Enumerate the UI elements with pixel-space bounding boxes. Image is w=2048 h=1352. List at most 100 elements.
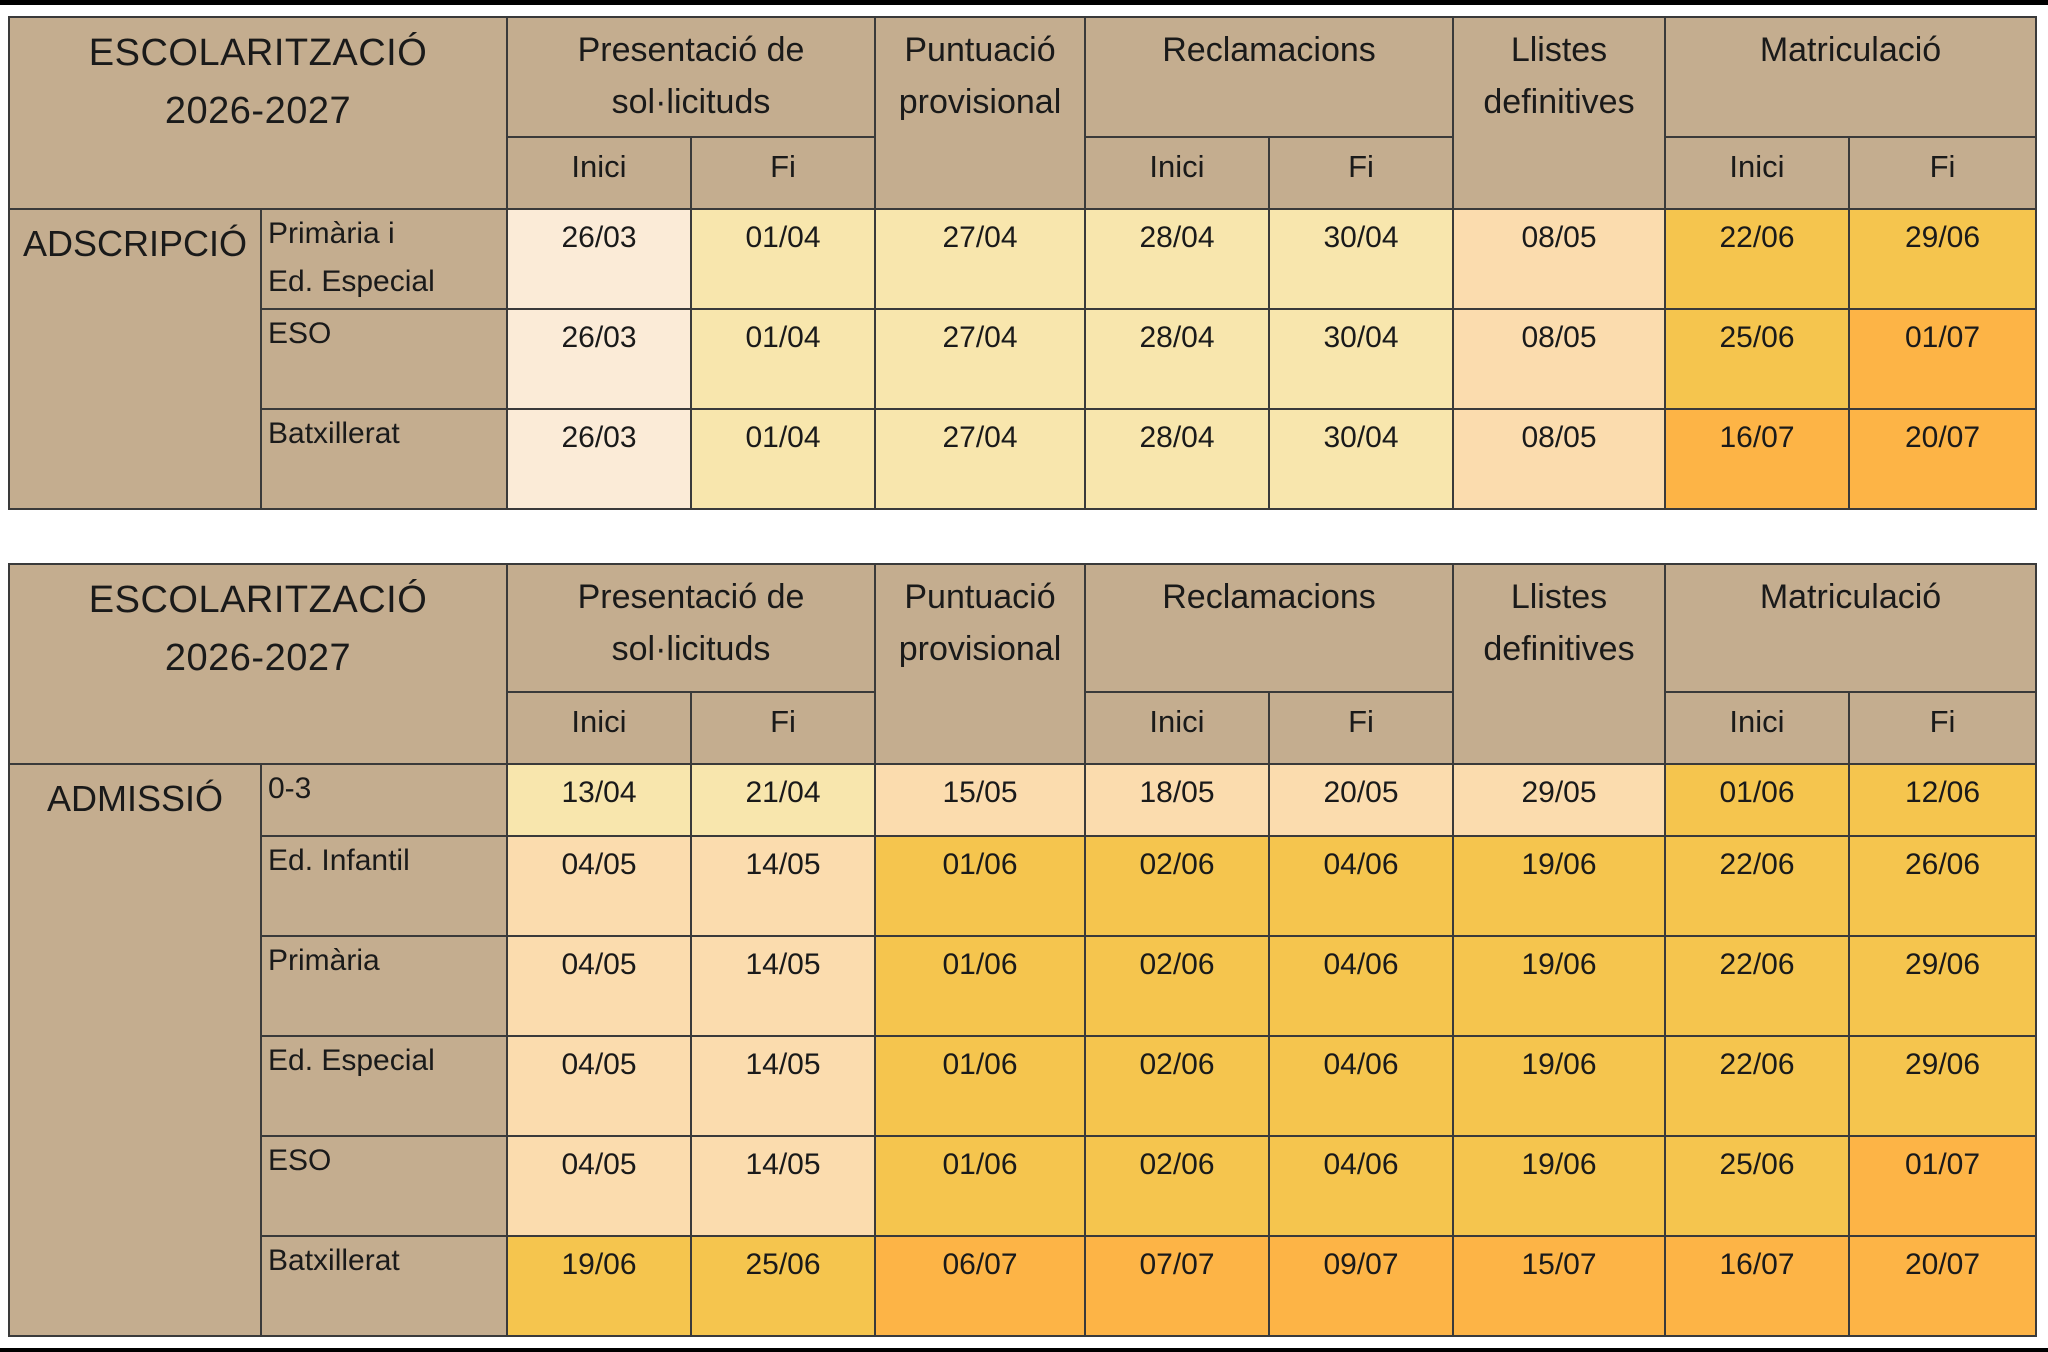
date-cell: 18/05 xyxy=(1084,763,1270,837)
date-cell: 04/05 xyxy=(506,935,692,1037)
date-cell: 29/05 xyxy=(1452,763,1666,837)
date-cell: 14/05 xyxy=(690,835,876,937)
sub-fi: Fi xyxy=(690,691,876,765)
date-cell: 25/06 xyxy=(1664,308,1850,410)
group-label-adscripcio: ADSCRIPCIÓ xyxy=(8,208,262,510)
date-cell: 04/05 xyxy=(506,1035,692,1137)
date-cell: 12/06 xyxy=(1847,763,2038,837)
row-label: Primària xyxy=(260,935,508,1037)
col-llistes: Llistes definitives xyxy=(1452,563,1666,765)
date-cell: 19/06 xyxy=(506,1235,692,1337)
year-text: 2026-2027 xyxy=(164,637,352,679)
table-row: Primària 04/05 14/05 01/06 02/06 04/06 1… xyxy=(9,935,2038,1037)
sub-inici: Inici xyxy=(1084,691,1270,765)
date-cell: 09/07 xyxy=(1268,1235,1454,1337)
date-cell: 14/05 xyxy=(690,1035,876,1137)
title-text: ESCOLARITZACIÓ xyxy=(88,32,428,74)
row-label: Batxillerat xyxy=(260,1235,508,1337)
col-reclamacions: Reclamacions xyxy=(1084,16,1454,138)
date-cell: 14/05 xyxy=(690,935,876,1037)
date-cell: 19/06 xyxy=(1452,935,1666,1037)
row-label: ESO xyxy=(260,1135,508,1237)
date-cell: 16/07 xyxy=(1664,408,1850,510)
date-cell: 27/04 xyxy=(874,408,1086,510)
admissio-table: ESCOLARITZACIÓ 2026-2027 Presentació de … xyxy=(8,563,2038,1337)
row-label: 0-3 xyxy=(260,763,508,837)
date-cell: 01/04 xyxy=(690,208,876,310)
date-cell: 28/04 xyxy=(1084,208,1270,310)
date-cell: 16/07 xyxy=(1664,1235,1850,1337)
date-cell: 02/06 xyxy=(1084,1135,1270,1237)
date-cell: 01/06 xyxy=(1664,763,1850,837)
date-cell: 04/05 xyxy=(506,835,692,937)
sub-inici: Inici xyxy=(1084,136,1270,210)
date-cell: 01/04 xyxy=(690,308,876,410)
date-cell: 19/06 xyxy=(1452,835,1666,937)
date-cell: 04/06 xyxy=(1268,1035,1454,1137)
date-cell: 02/06 xyxy=(1084,835,1270,937)
date-cell: 04/06 xyxy=(1268,935,1454,1037)
bottom-border xyxy=(0,1348,2048,1352)
date-cell: 08/05 xyxy=(1452,308,1666,410)
date-cell: 19/06 xyxy=(1452,1135,1666,1237)
date-cell: 02/06 xyxy=(1084,935,1270,1037)
col-matriculacio: Matriculació xyxy=(1663,16,2038,138)
date-cell: 04/06 xyxy=(1268,1135,1454,1237)
date-cell: 28/04 xyxy=(1084,308,1270,410)
date-cell: 28/04 xyxy=(1084,408,1270,510)
date-cell: 29/06 xyxy=(1847,935,2038,1037)
date-cell: 01/07 xyxy=(1847,308,2038,410)
date-cell: 20/05 xyxy=(1268,763,1454,837)
date-cell: 08/05 xyxy=(1452,208,1666,310)
col-matriculacio: Matriculació xyxy=(1663,563,2038,693)
col-presentacio: Presentació de sol·licituds xyxy=(506,563,876,693)
table-row: Ed. Especial 04/05 14/05 01/06 02/06 04/… xyxy=(9,1035,2038,1137)
title-text: ESCOLARITZACIÓ xyxy=(88,579,428,621)
date-cell: 29/06 xyxy=(1847,1035,2038,1137)
date-cell: 26/06 xyxy=(1847,835,2038,937)
date-cell: 04/06 xyxy=(1268,835,1454,937)
row-label: Ed. Infantil xyxy=(260,835,508,937)
date-cell: 04/05 xyxy=(506,1135,692,1237)
date-cell: 26/03 xyxy=(506,408,692,510)
sub-inici: Inici xyxy=(1664,136,1850,210)
date-cell: 27/04 xyxy=(874,208,1086,310)
date-cell: 01/06 xyxy=(874,835,1086,937)
date-cell: 07/07 xyxy=(1084,1235,1270,1337)
date-cell: 15/07 xyxy=(1452,1235,1666,1337)
date-cell: 06/07 xyxy=(874,1235,1086,1337)
date-cell: 26/03 xyxy=(506,208,692,310)
table-row: ADMISSIÓ 0-3 13/04 21/04 15/05 18/05 20/… xyxy=(8,763,2038,1337)
table-row: Batxillerat 19/06 25/06 06/07 07/07 09/0… xyxy=(9,1235,2038,1337)
sub-inici: Inici xyxy=(506,136,692,210)
date-cell: 01/07 xyxy=(1847,1135,2038,1237)
date-cell: 25/06 xyxy=(1664,1135,1850,1237)
table-row: ADSCRIPCIÓ Primària i Ed. Especial 26/03 … xyxy=(8,208,2038,510)
date-cell: 29/06 xyxy=(1847,208,2038,310)
date-cell: 21/04 xyxy=(690,763,876,837)
table-row: Ed. Infantil 04/05 14/05 01/06 02/06 04/… xyxy=(9,835,2038,937)
sub-fi: Fi xyxy=(1268,136,1454,210)
sub-fi: Fi xyxy=(1847,691,2038,765)
date-cell: 20/07 xyxy=(1847,408,2038,510)
date-cell: 15/05 xyxy=(874,763,1086,837)
col-puntuacio: Puntuació provisional xyxy=(874,16,1086,210)
date-cell: 01/06 xyxy=(874,1135,1086,1237)
date-cell: 13/04 xyxy=(506,763,692,837)
sub-inici: Inici xyxy=(1664,691,1850,765)
date-cell: 30/04 xyxy=(1268,408,1454,510)
col-llistes: Llistes definitives xyxy=(1452,16,1666,210)
date-cell: 30/04 xyxy=(1268,308,1454,410)
sub-fi: Fi xyxy=(690,136,876,210)
col-presentacio: Presentació de sol·licituds xyxy=(506,16,876,138)
date-cell: 26/03 xyxy=(506,308,692,410)
col-reclamacions: Reclamacions xyxy=(1084,563,1454,693)
group-label-admissio: ADMISSIÓ xyxy=(8,763,262,1337)
table-row: ESO 04/05 14/05 01/06 02/06 04/06 19/06 … xyxy=(9,1135,2038,1237)
date-cell: 01/04 xyxy=(690,408,876,510)
adscripcio-table: ESCOLARITZACIÓ 2026-2027 Presentació de … xyxy=(8,16,2038,510)
row-label: Ed. Especial xyxy=(260,1035,508,1137)
date-cell: 01/06 xyxy=(874,935,1086,1037)
date-cell: 22/06 xyxy=(1664,208,1850,310)
table-title: ESCOLARITZACIÓ 2026-2027 xyxy=(8,16,508,210)
